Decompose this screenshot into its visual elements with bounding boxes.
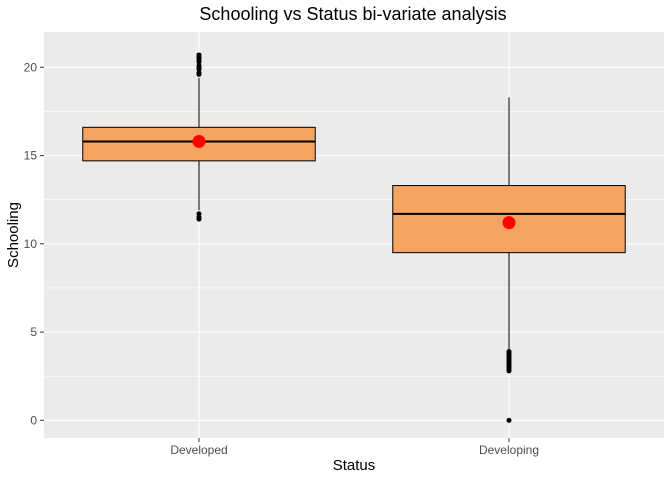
outlier-point bbox=[506, 417, 512, 423]
outlier-point bbox=[196, 63, 202, 69]
box-developing bbox=[392, 97, 626, 423]
mean-point bbox=[192, 134, 206, 148]
box-series bbox=[82, 52, 626, 423]
x-axis-ticks: Developed Developing bbox=[170, 438, 539, 457]
y-axis-title: Schooling bbox=[5, 202, 22, 268]
chart-title: Schooling vs Status bi-variate analysis bbox=[199, 4, 506, 24]
outlier-point bbox=[506, 349, 512, 355]
y-tick-label: 15 bbox=[24, 149, 38, 163]
mean-point bbox=[502, 216, 516, 230]
outlier-point bbox=[196, 52, 202, 58]
x-tick-label: Developed bbox=[170, 443, 227, 457]
y-tick-label: 10 bbox=[24, 237, 38, 251]
box-developed bbox=[82, 52, 316, 222]
outlier-point bbox=[196, 70, 202, 76]
outlier-point bbox=[196, 214, 202, 220]
y-tick-label: 0 bbox=[30, 413, 37, 427]
x-tick-label: Developing bbox=[479, 443, 539, 457]
x-axis-title: Status bbox=[333, 457, 376, 474]
y-axis-ticks: 0 5 10 15 20 bbox=[24, 60, 44, 427]
y-tick-label: 5 bbox=[30, 325, 37, 339]
outlier-point bbox=[196, 211, 202, 217]
y-tick-label: 20 bbox=[24, 60, 38, 74]
